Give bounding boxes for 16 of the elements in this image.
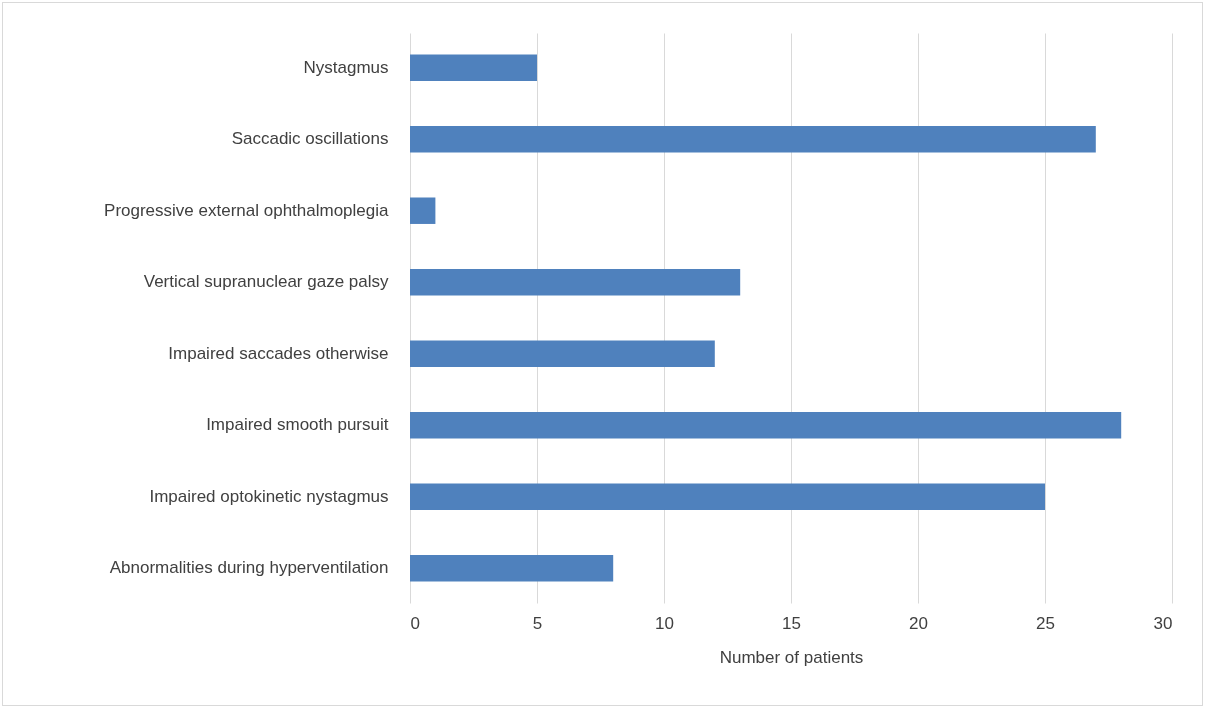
- y-tick-label: Nystagmus: [303, 57, 389, 77]
- x-tick-label: 25: [1036, 613, 1055, 633]
- y-tick-label: Vertical supranuclear gaze palsy: [143, 272, 389, 292]
- y-tick-label: Impaired optokinetic nystagmus: [149, 486, 389, 506]
- x-tick-label: 15: [782, 613, 801, 633]
- y-tick-label: Impaired smooth pursuit: [206, 415, 389, 435]
- x-axis-title: Number of patients: [719, 647, 864, 667]
- y-tick-label: Progressive external ophthalmoplegia: [104, 200, 390, 220]
- x-tick-label: 5: [532, 613, 543, 633]
- x-tick-label: 10: [655, 613, 674, 633]
- x-tick-label: 30: [1153, 613, 1173, 633]
- y-tick-label: Abnormalities during hyperventilation: [109, 558, 389, 578]
- x-tick-label: 20: [909, 613, 928, 633]
- x-tick-label: 0: [410, 613, 420, 633]
- y-tick-label: Saccadic oscillations: [231, 129, 389, 149]
- y-tick-label: Impaired saccades otherwise: [168, 343, 389, 363]
